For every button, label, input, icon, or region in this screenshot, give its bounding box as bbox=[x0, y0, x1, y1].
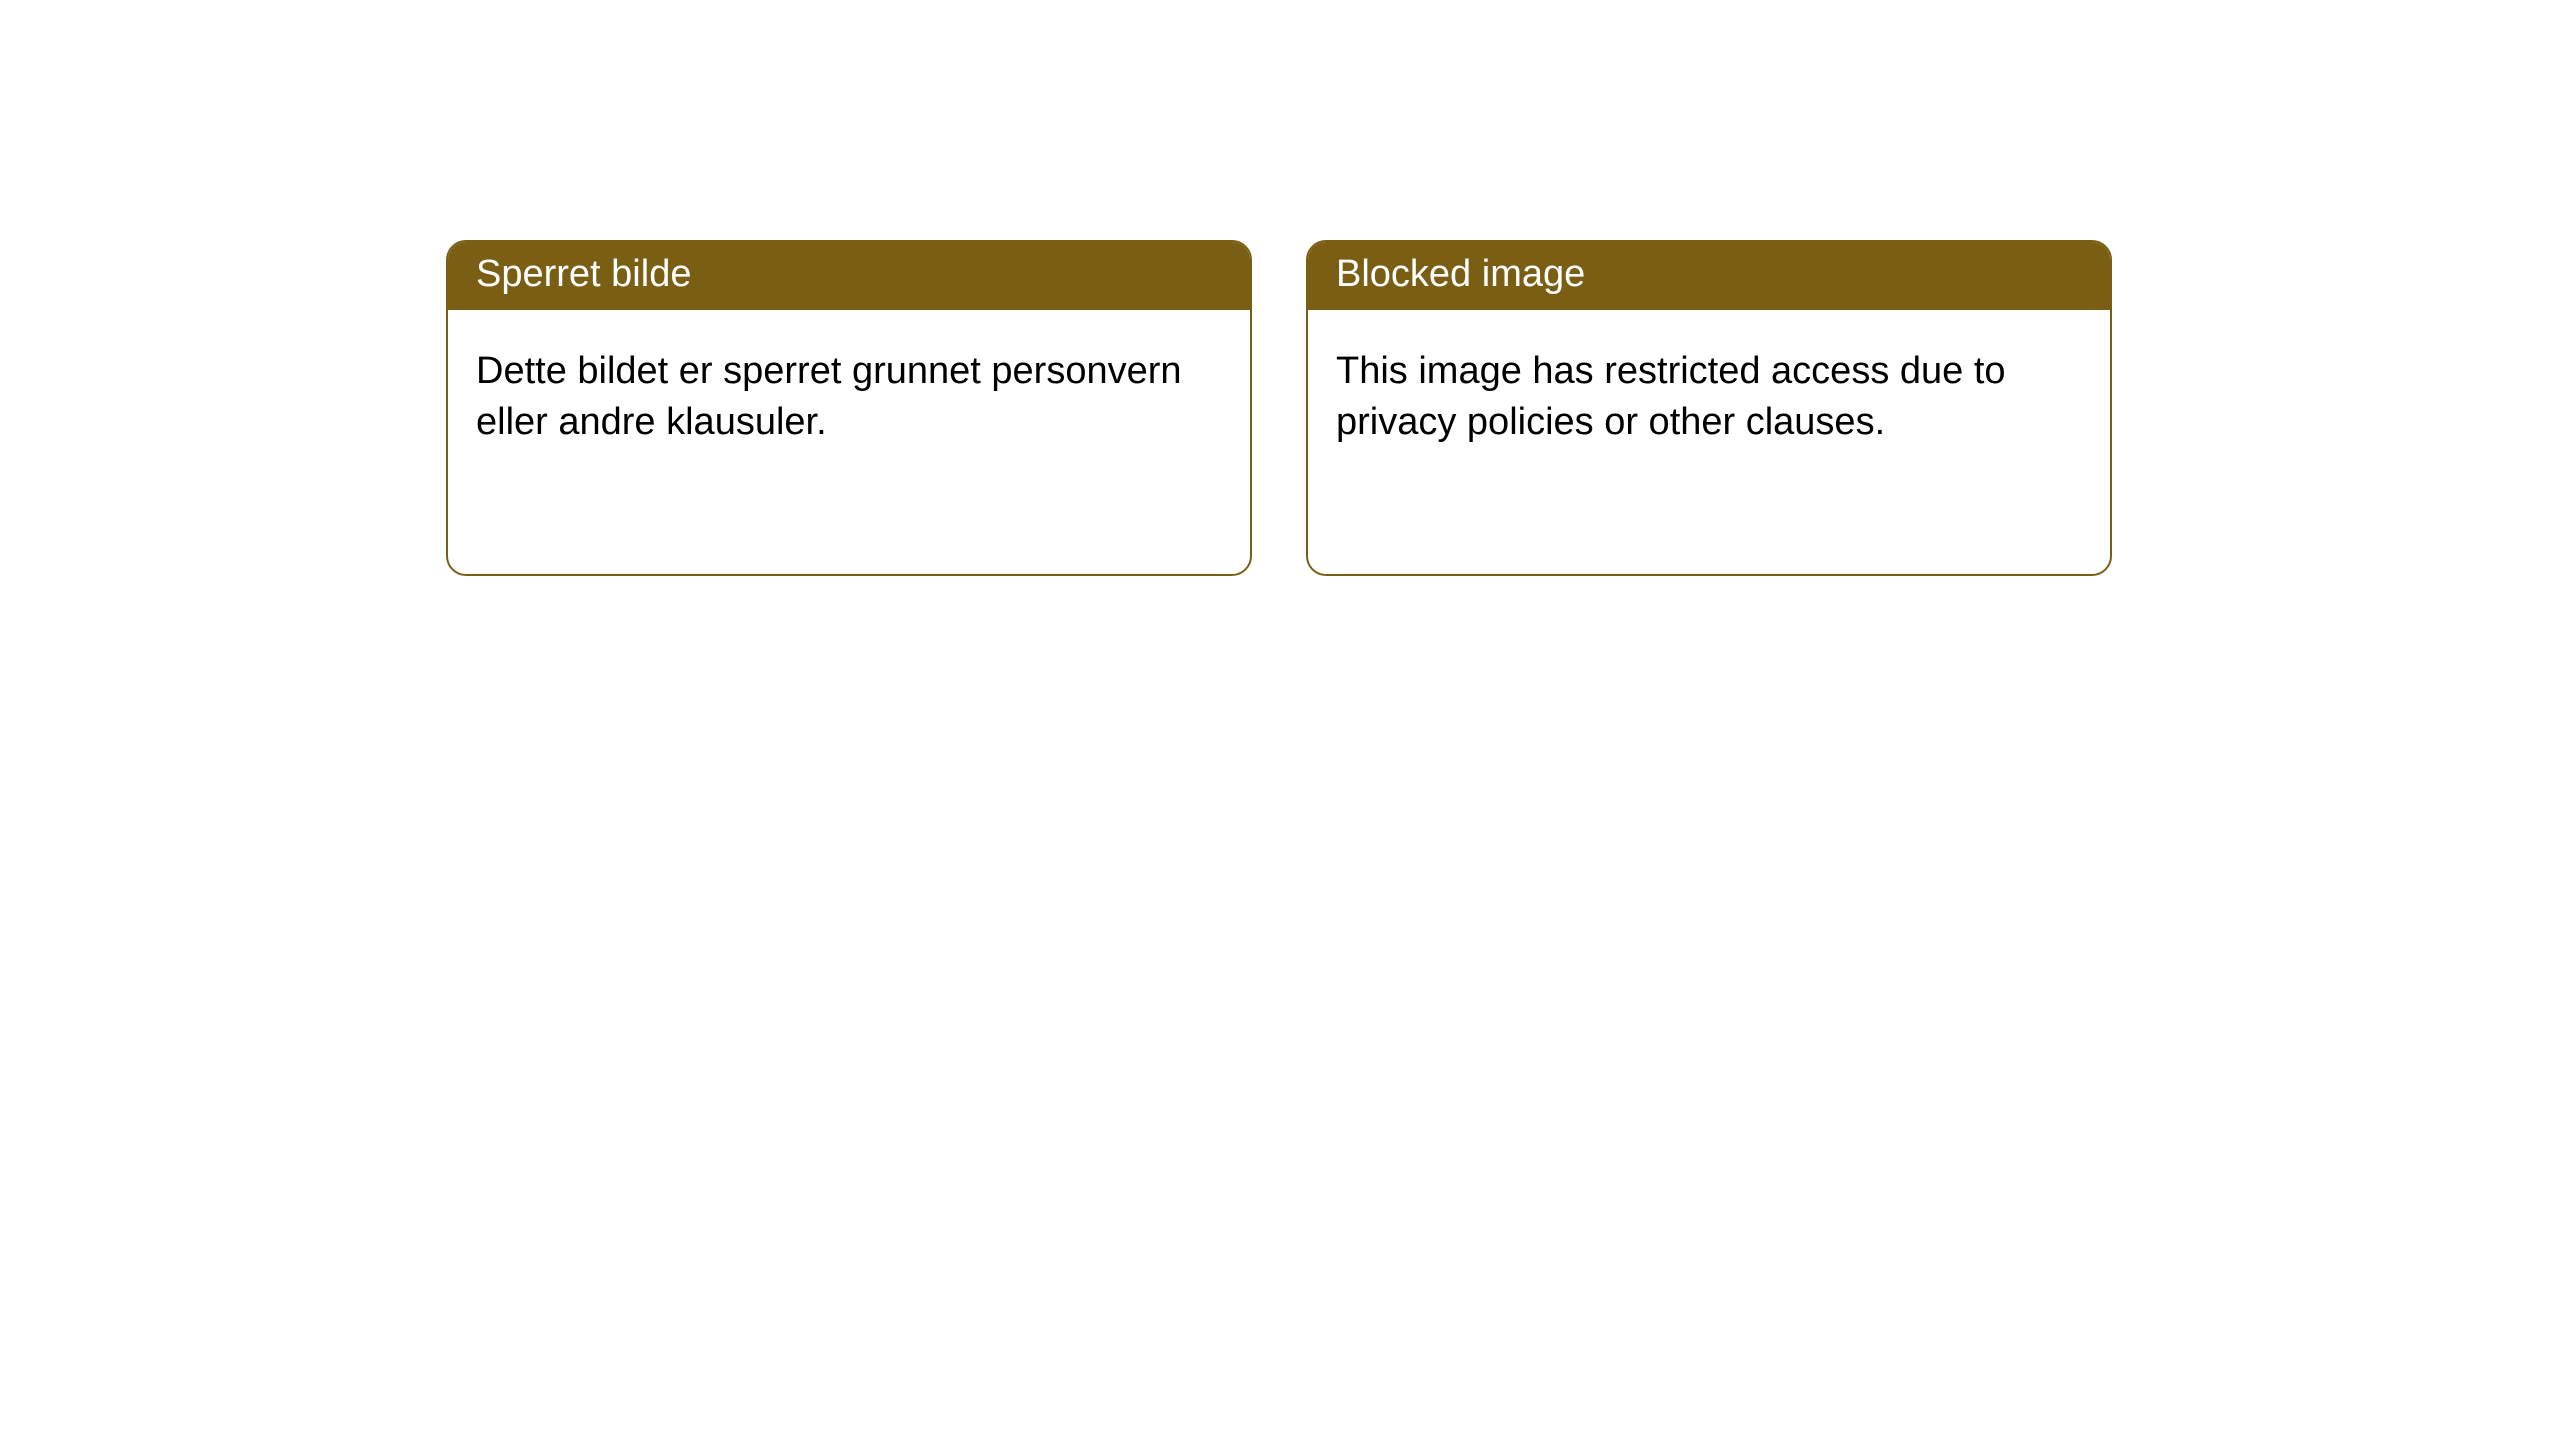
card-body-text: Dette bildet er sperret grunnet personve… bbox=[448, 310, 1250, 469]
card-body-text: This image has restricted access due to … bbox=[1308, 310, 2110, 469]
blocked-image-card-no: Sperret bilde Dette bildet er sperret gr… bbox=[446, 240, 1252, 576]
card-title: Blocked image bbox=[1308, 242, 2110, 310]
card-title: Sperret bilde bbox=[448, 242, 1250, 310]
blocked-image-card-en: Blocked image This image has restricted … bbox=[1306, 240, 2112, 576]
notice-cards-container: Sperret bilde Dette bildet er sperret gr… bbox=[0, 0, 2560, 576]
